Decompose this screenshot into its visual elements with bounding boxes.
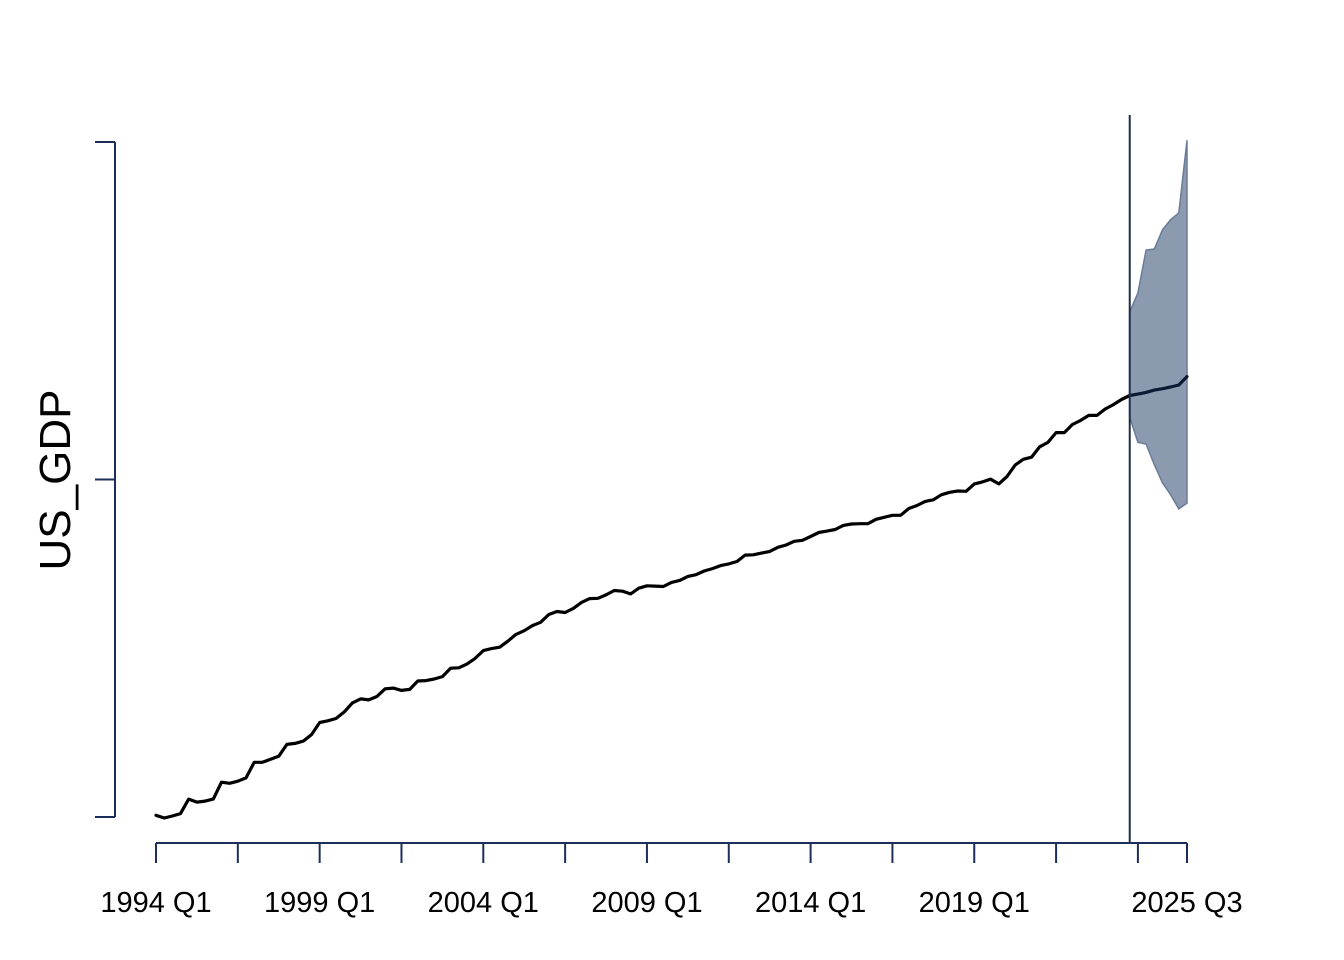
- x-tick-labels: 1994 Q1 1999 Q1 2004 Q1 2009 Q1 2014 Q1 2019 …: [100, 887, 1242, 919]
- x-tick-label: 2014 Q1: [755, 887, 866, 919]
- series-line-forecast: [1128, 375, 1189, 398]
- x-tick-label: 2004 Q1: [428, 887, 539, 919]
- y-axis: [95, 141, 116, 818]
- x-tick-label: 1999 Q1: [264, 887, 375, 919]
- x-tick-label: 2025 Q3: [1131, 887, 1242, 919]
- series-layer: [154, 375, 1189, 820]
- y-axis-label: US_GDP: [31, 390, 80, 571]
- x-tick-label: 1994 Q1: [100, 887, 211, 919]
- interval-layer: [1128, 140, 1188, 510]
- x-tick-label: 2019 Q1: [919, 887, 1030, 919]
- x-axis: [155, 842, 1188, 863]
- series-line-us-gdp: [154, 393, 1132, 820]
- forecast-interval-band: [1128, 140, 1188, 510]
- x-tick-label: 2009 Q1: [591, 887, 702, 919]
